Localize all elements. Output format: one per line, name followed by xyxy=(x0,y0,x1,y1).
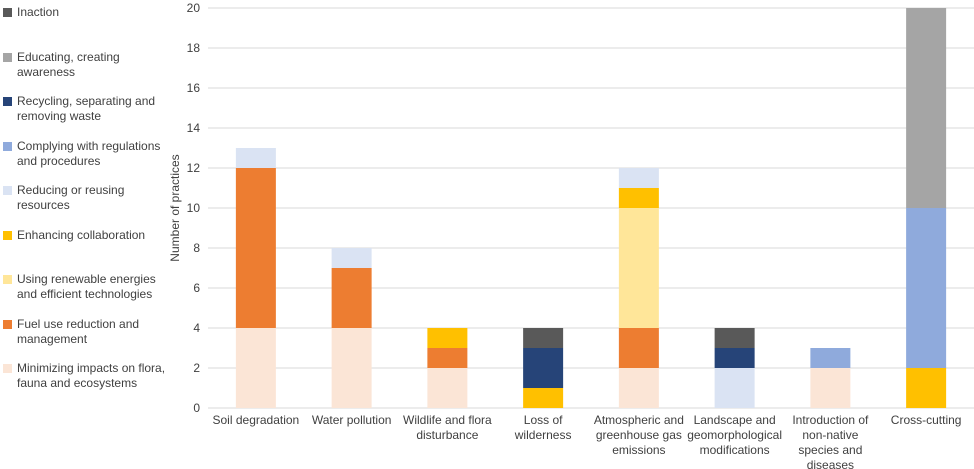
y-tick-label: 4 xyxy=(193,321,200,335)
legend-swatch xyxy=(3,230,12,240)
bar-segment xyxy=(235,328,276,408)
bar-segment xyxy=(331,268,372,328)
bar-segment xyxy=(427,348,468,368)
x-tick-label: Soil degradation xyxy=(212,413,300,427)
legend-label: Minimizing impacts on flora, fauna and e… xyxy=(17,361,166,390)
legend-swatch xyxy=(3,8,12,17)
bar-segment xyxy=(331,328,372,408)
x-tick-label: Atmospheric and greenhouse gas emissions xyxy=(593,413,684,457)
bar-segment xyxy=(523,348,564,388)
legend-label: Complying with regulations and procedure… xyxy=(17,138,161,168)
bar-segment xyxy=(810,348,851,368)
legend-swatch xyxy=(3,364,12,373)
legend-swatch xyxy=(3,275,12,284)
legend-label: Fuel use reduction and management xyxy=(17,316,140,346)
bar-segment xyxy=(714,328,755,348)
y-tick-label: 0 xyxy=(193,401,200,415)
bar-segment xyxy=(523,328,564,348)
bar-segment xyxy=(618,368,659,408)
legend-swatch xyxy=(3,319,12,329)
y-tick-label: 20 xyxy=(186,1,200,15)
bar-segment xyxy=(810,368,851,408)
legend-label: Using renewable energies and efficient t… xyxy=(17,272,156,301)
y-tick-label: 10 xyxy=(186,201,200,215)
bar-segment xyxy=(618,188,659,208)
y-tick-label: 8 xyxy=(193,241,200,255)
x-tick-label: Cross-cutting xyxy=(890,413,962,427)
x-tick-label: Loss of wilderness xyxy=(514,413,572,442)
legend-swatch xyxy=(3,97,12,106)
bar-segment xyxy=(906,208,947,368)
x-tick-label: Wildlife and flora disturbance xyxy=(403,413,492,442)
legend-swatch xyxy=(3,141,12,151)
bar-segment xyxy=(906,368,947,408)
bar-segment xyxy=(235,168,276,328)
bar-segment xyxy=(331,248,372,268)
x-tick-label: Landscape and geomorphological modificat… xyxy=(687,413,782,457)
legend-label: Recycling, separating and removing waste xyxy=(17,94,156,123)
bar-segment xyxy=(714,348,755,368)
x-tick-label: Water pollution xyxy=(311,413,392,427)
y-tick-label: 2 xyxy=(193,361,200,375)
legend-swatch xyxy=(3,52,12,62)
bar-segment xyxy=(427,368,468,408)
bar-segment xyxy=(427,328,468,348)
legend-swatch xyxy=(3,186,12,195)
legend-label: Reducing or reusing resources xyxy=(17,183,125,212)
y-tick-label: 6 xyxy=(193,281,200,295)
y-tick-label: 16 xyxy=(186,81,200,95)
bar-segment xyxy=(906,8,947,208)
y-tick-label: 12 xyxy=(186,161,200,175)
y-tick-label: 14 xyxy=(186,121,200,135)
bar-segment xyxy=(235,148,276,168)
bar-segment xyxy=(523,388,564,408)
x-tick-label: Introduction of non-native species and d… xyxy=(792,413,869,469)
legend-label: Inaction xyxy=(17,5,60,19)
y-tick-label: 18 xyxy=(186,41,200,55)
legend-label: Enhancing collaboration xyxy=(17,227,146,242)
legend-label: Educating, creating awareness xyxy=(17,49,120,79)
bar-segment xyxy=(618,328,659,368)
bar-segment xyxy=(618,208,659,328)
bar-segment xyxy=(618,168,659,188)
bar-segment xyxy=(714,368,755,408)
